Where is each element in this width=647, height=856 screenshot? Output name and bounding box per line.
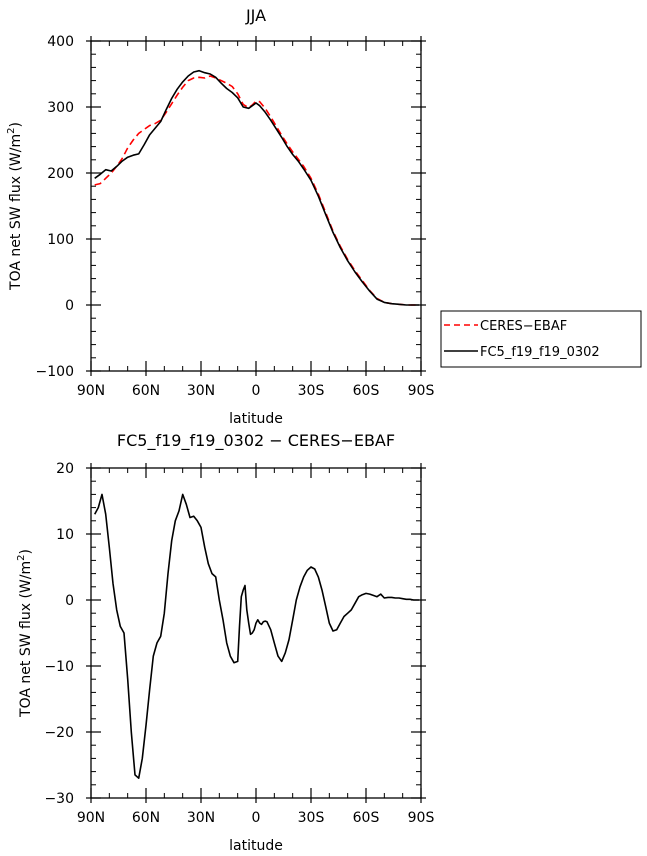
x-tick-label: 30S [298, 383, 325, 399]
y-tick-label: 0 [65, 593, 74, 609]
x-tick-label: 30S [298, 810, 325, 826]
bottom-plot-y-axis-title-sup: 2 [16, 555, 27, 561]
top-plot-y-axis-title: TOA net SW flux (W/m2) [6, 122, 24, 291]
top-plot-x-axis-title: latitude [229, 411, 283, 427]
x-tick-label: 90S [408, 383, 435, 399]
y-tick-label: −100 [36, 364, 74, 380]
top-plot-y-axis-title-close: ) [8, 122, 24, 127]
x-tick-label: 90N [77, 810, 105, 826]
bottom-panel: FC5_f19_f19_0302 − CERES−EBAF 90N 60N 30N 0… [16, 431, 434, 854]
top-plot-frame [90, 40, 422, 372]
series-line-fc5-f19-f19-0302 [94, 69, 420, 306]
y-tick-label: 20 [56, 461, 74, 477]
y-tick-label: −10 [44, 659, 74, 675]
x-tick-label: 60S [353, 383, 380, 399]
y-tick-label: −30 [44, 791, 74, 807]
bottom-plot-y-axis-title: TOA net SW flux (W/m2) [16, 549, 34, 718]
legend: CERES−EBAF FC5_f19_f19_0302 [440, 310, 642, 368]
x-tick-label: 0 [252, 383, 261, 399]
difference-series-line [93, 493, 420, 780]
bottom-plot-y-axis-title-base: TOA net SW flux (W/m [18, 561, 34, 718]
top-plot-y-axis-title-sup: 2 [6, 128, 17, 134]
x-tick-label: 60N [132, 383, 160, 399]
y-tick-label: 0 [65, 298, 74, 314]
bottom-plot-y-tick-labels: −30 −20 −10 0 10 20 [44, 461, 74, 807]
x-tick-label: 90N [77, 383, 105, 399]
bottom-panel-title: FC5_f19_f19_0302 − CERES−EBAF [117, 431, 395, 451]
legend-label-ceres: CERES−EBAF [480, 319, 567, 334]
bottom-plot-series [93, 493, 420, 780]
x-tick-label: 90S [408, 810, 435, 826]
series-line-ceres-ebaf [94, 75, 420, 306]
x-tick-label: 60N [132, 810, 160, 826]
top-plot-ticks [86, 36, 426, 376]
top-plot-y-tick-labels: −100 0 100 200 300 400 [36, 34, 74, 380]
top-plot-series [94, 69, 420, 306]
x-tick-label: 30N [187, 810, 215, 826]
top-plot-x-tick-labels: 90N 60N 30N 0 30S 60S 90S [77, 383, 435, 399]
x-tick-label: 60S [353, 810, 380, 826]
bottom-plot-ticks [86, 463, 426, 803]
bottom-plot-frame [90, 467, 422, 799]
y-tick-label: 10 [56, 527, 74, 543]
bottom-plot-y-axis-title-close: ) [18, 549, 34, 554]
top-panel-title: JJA [245, 6, 266, 25]
bottom-plot-x-tick-labels: 90N 60N 30N 0 30S 60S 90S [77, 810, 435, 826]
bottom-plot-x-axis-title: latitude [229, 838, 283, 854]
y-tick-label: 200 [47, 166, 74, 182]
legend-box [440, 310, 642, 368]
x-tick-label: 30N [187, 383, 215, 399]
top-plot-y-axis-title-base: TOA net SW flux (W/m [8, 134, 24, 291]
legend-label-model: FC5_f19_f19_0302 [480, 345, 600, 360]
y-tick-label: −20 [44, 725, 74, 741]
y-tick-label: 400 [47, 34, 74, 50]
y-tick-label: 300 [47, 100, 74, 116]
x-tick-label: 0 [252, 810, 261, 826]
y-tick-label: 100 [47, 232, 74, 248]
top-panel: JJA 90N 60N 30N 0 30S 60S 90S −100 0 100 200 300 40… [6, 6, 434, 427]
